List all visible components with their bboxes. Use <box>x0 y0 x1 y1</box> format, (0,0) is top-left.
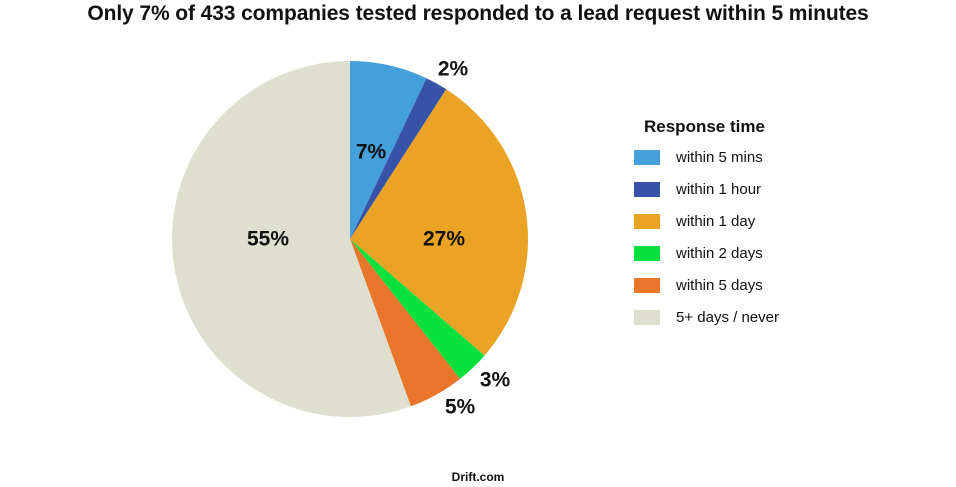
pie-slice-5-days-never <box>172 61 411 418</box>
pie-slice-within-1-day <box>350 89 528 356</box>
legend: Response time within 5 mins within 1 hour… <box>634 117 814 333</box>
legend-swatch <box>634 213 660 229</box>
pie-slice-within-2-days <box>350 239 485 379</box>
legend-label: within 1 hour <box>676 180 762 198</box>
legend-item: within 5 days <box>634 269 814 301</box>
legend-label: within 5 mins <box>676 148 763 166</box>
legend-swatch <box>634 149 660 165</box>
legend-item: within 1 day <box>634 205 814 237</box>
legend-label: within 1 day <box>676 212 756 230</box>
slice-value-label: 27% <box>423 228 465 251</box>
slice-value-label: 7% <box>356 141 387 164</box>
legend-item: 5+ days / never <box>634 301 814 333</box>
legend-swatch <box>634 181 660 197</box>
chart-title: Only 7% of 433 companies tested responde… <box>87 2 869 25</box>
legend-swatch <box>634 277 660 293</box>
source-credit: Drift.com <box>451 470 505 484</box>
legend-swatch <box>634 245 660 261</box>
pie-slice-within-5-mins <box>350 61 427 239</box>
legend-label: within 2 days <box>676 244 763 262</box>
pie-slice-within-5-days <box>350 239 461 407</box>
slice-value-label: 3% <box>480 369 511 392</box>
legend-item: within 2 days <box>634 237 814 269</box>
slice-value-label: 2% <box>438 58 469 81</box>
legend-item: within 1 hour <box>634 173 814 205</box>
legend-label: 5+ days / never <box>676 308 779 326</box>
slice-value-label: 5% <box>445 396 476 419</box>
pie-slice-within-1-hour <box>350 78 447 239</box>
legend-items: within 5 mins within 1 hour within 1 day wi… <box>634 141 814 333</box>
slice-value-label: 55% <box>247 228 289 251</box>
legend-item: within 5 mins <box>634 141 814 173</box>
legend-swatch <box>634 309 660 325</box>
legend-title: Response time <box>644 117 765 136</box>
legend-label: within 5 days <box>676 276 763 294</box>
